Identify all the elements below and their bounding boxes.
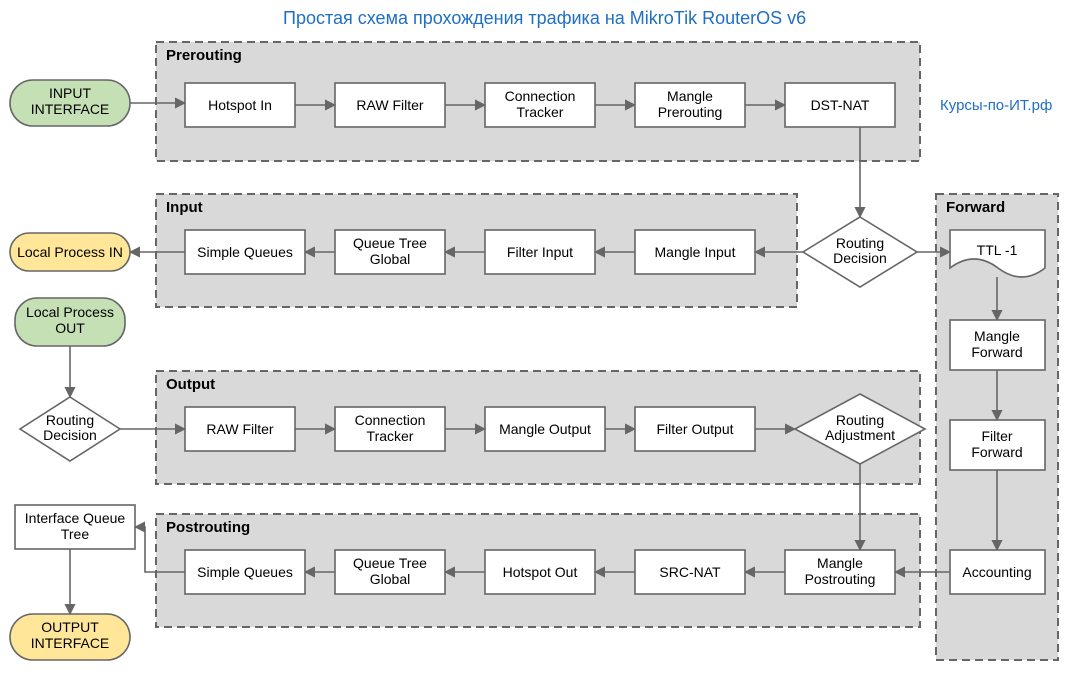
svg-text:TTL -1: TTL -1	[977, 242, 1018, 258]
svg-text:Global: Global	[370, 251, 410, 267]
node-queue-tree-global-in: Queue Tree Global	[335, 230, 445, 274]
svg-text:Interface Queue: Interface Queue	[25, 510, 126, 526]
node-simple-queues-post: Simple Queues	[185, 550, 305, 594]
svg-text:Connection: Connection	[505, 88, 576, 104]
svg-text:Tracker: Tracker	[517, 104, 564, 120]
node-mangle-postrouting: Mangle Postrouting	[785, 550, 895, 594]
svg-text:Queue Tree: Queue Tree	[353, 235, 427, 251]
node-queue-tree-global-post: Queue Tree Global	[335, 550, 445, 594]
decision-routing: Routing Decision	[803, 217, 917, 287]
svg-text:OUT: OUT	[55, 320, 85, 336]
svg-text:Decision: Decision	[833, 250, 887, 266]
node-src-nat: SRC-NAT	[635, 550, 745, 594]
svg-text:Routing: Routing	[46, 412, 94, 428]
group-label-forward: Forward	[946, 199, 1005, 216]
svg-text:Postrouting: Postrouting	[805, 571, 876, 587]
svg-text:Hotspot Out: Hotspot Out	[503, 564, 578, 580]
svg-text:Tracker: Tracker	[367, 428, 414, 444]
source-link[interactable]: Курсы-по-ИТ.рф	[940, 97, 1052, 114]
node-interface-queue-tree: Interface Queue Tree	[15, 505, 135, 549]
node-raw-filter-2: RAW Filter	[185, 407, 295, 451]
node-hotspot-out: Hotspot Out	[485, 550, 595, 594]
svg-text:Filter: Filter	[981, 428, 1012, 444]
terminal-output-interface: OUTPUT INTERFACE	[10, 614, 130, 660]
node-connection-tracker-1: Connection Tracker	[485, 83, 595, 127]
terminal-local-process-in: Local Process IN	[10, 233, 130, 271]
svg-text:Adjustment: Adjustment	[825, 427, 895, 443]
node-dst-nat: DST-NAT	[785, 83, 895, 127]
svg-text:Simple Queues: Simple Queues	[197, 564, 293, 580]
svg-text:Prerouting: Prerouting	[658, 104, 723, 120]
svg-text:Filter Output: Filter Output	[656, 421, 733, 437]
group-label-output: Output	[166, 376, 215, 393]
svg-text:RAW Filter: RAW Filter	[356, 97, 423, 113]
node-mangle-input: Mangle Input	[635, 230, 755, 274]
diagram-title: Простая схема прохождения трафика на Mik…	[283, 8, 806, 28]
decision-routing-2: Routing Decision	[20, 397, 120, 461]
node-filter-forward: Filter Forward	[950, 420, 1045, 470]
svg-text:INTERFACE: INTERFACE	[31, 101, 110, 117]
svg-text:Forward: Forward	[971, 344, 1022, 360]
node-mangle-forward: Mangle Forward	[950, 320, 1045, 370]
node-hotspot-in: Hotspot In	[185, 83, 295, 127]
node-mangle-prerouting: Mangle Prerouting	[635, 83, 745, 127]
svg-text:INTERFACE: INTERFACE	[31, 635, 110, 651]
node-filter-input: Filter Input	[485, 230, 595, 274]
svg-text:RAW Filter: RAW Filter	[206, 421, 273, 437]
svg-text:Routing: Routing	[836, 235, 884, 251]
svg-text:OUTPUT: OUTPUT	[41, 619, 99, 635]
node-raw-filter-1: RAW Filter	[335, 83, 445, 127]
terminal-local-process-out: Local Process OUT	[15, 298, 125, 346]
svg-text:Mangle Output: Mangle Output	[499, 421, 591, 437]
svg-text:Forward: Forward	[971, 444, 1022, 460]
svg-text:Mangle: Mangle	[974, 328, 1020, 344]
svg-text:Local Process IN: Local Process IN	[17, 244, 123, 260]
node-accounting: Accounting	[950, 550, 1045, 594]
svg-text:SRC-NAT: SRC-NAT	[659, 564, 721, 580]
svg-text:Simple Queues: Simple Queues	[197, 244, 293, 260]
svg-text:Connection: Connection	[355, 412, 426, 428]
group-label-input: Input	[166, 199, 203, 216]
node-filter-output: Filter Output	[635, 407, 755, 451]
group-label-postrouting: Postrouting	[166, 519, 250, 536]
svg-text:Local Process: Local Process	[26, 304, 114, 320]
svg-text:DST-NAT: DST-NAT	[811, 97, 870, 113]
node-simple-queues-in: Simple Queues	[185, 230, 305, 274]
terminal-input-interface: INPUT INTERFACE	[10, 80, 130, 126]
svg-text:Queue Tree: Queue Tree	[353, 555, 427, 571]
group-label-prerouting: Prerouting	[166, 47, 242, 64]
svg-text:Accounting: Accounting	[962, 564, 1031, 580]
svg-text:Filter Input: Filter Input	[507, 244, 573, 260]
svg-text:Hotspot In: Hotspot In	[208, 97, 272, 113]
node-connection-tracker-2: Connection Tracker	[335, 407, 445, 451]
svg-text:Routing: Routing	[836, 412, 884, 428]
svg-text:Decision: Decision	[43, 427, 97, 443]
svg-text:Mangle: Mangle	[817, 555, 863, 571]
node-mangle-output: Mangle Output	[485, 407, 605, 451]
svg-text:INPUT: INPUT	[49, 85, 91, 101]
svg-text:Global: Global	[370, 571, 410, 587]
svg-text:Tree: Tree	[61, 526, 89, 542]
svg-text:Mangle Input: Mangle Input	[655, 244, 736, 260]
svg-text:Mangle: Mangle	[667, 88, 713, 104]
